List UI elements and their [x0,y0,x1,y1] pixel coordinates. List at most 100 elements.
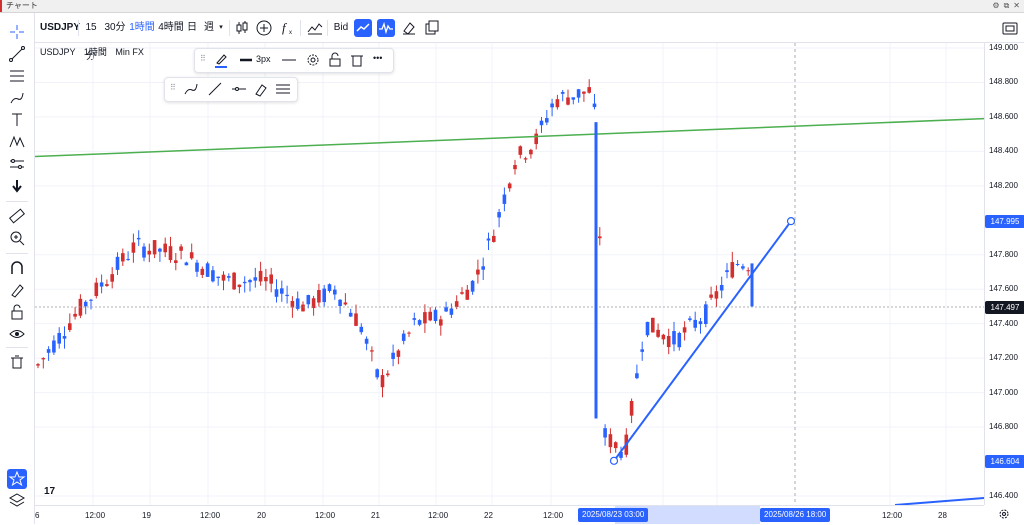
candle-body [163,243,167,253]
candle-body [407,332,411,334]
candle-body [428,311,432,321]
candle-body [730,262,735,278]
chart-grid [35,43,984,505]
trendline-icon[interactable] [207,81,223,97]
pitchfork-icon[interactable] [275,81,291,97]
candle-body [36,364,40,366]
favorites-star-icon[interactable] [7,469,27,489]
time-axis-label: 12:00 [882,511,903,520]
symbol-selector[interactable]: USDJPY [40,22,81,33]
stay-in-drawing-icon[interactable] [8,281,26,299]
candle-body [709,294,713,298]
text-icon[interactable] [8,111,26,129]
candle-body [666,335,671,348]
green-trendline [35,117,984,158]
candle-body [115,256,120,270]
settings-icon[interactable]: ⚙ [992,1,1000,10]
zoom-in-icon[interactable] [8,229,26,247]
more-options-icon[interactable]: ••• [373,53,383,63]
line-width-icon[interactable] [239,52,253,68]
candle-body [142,246,146,258]
interval-30m[interactable]: 30分 [104,22,126,33]
trendline-handle-start [609,456,619,465]
blue-trendline [613,220,792,462]
price-axis[interactable]: 149.000 148.800 148.600 148.400 148.200 147.8… [984,43,1024,505]
price-type-selector[interactable]: Bid [333,22,349,33]
time-axis-tag: 2025/08/26 18:00 [760,508,831,522]
drag-handle-icon[interactable]: ⠿ [170,83,176,92]
price-axis-tag: 147.497 [985,300,1024,314]
candle-body [99,282,104,287]
candle-body [152,240,157,255]
object-tree-icon[interactable] [8,491,26,509]
interval-day[interactable]: 日 [187,22,197,33]
price-chart[interactable] [35,43,984,505]
chart-drawings [35,43,984,505]
prediction-icon[interactable] [8,155,26,173]
highlighter-icon[interactable] [253,81,269,97]
unlock-icon[interactable] [327,52,343,68]
sidebar-divider [6,347,28,348]
candle-body [348,312,353,317]
interval-15m[interactable]: 15分 [85,22,97,62]
svg-text:x: x [289,30,292,36]
candle-body [158,248,162,252]
fib-retracement-icon[interactable] [8,67,26,85]
magnet-icon[interactable] [8,259,26,277]
candle-body [311,298,316,309]
trendline-icon[interactable] [8,45,26,63]
candle-body [492,235,496,242]
candle-body [94,282,99,297]
candles-icon[interactable] [233,19,251,37]
candle-body [216,276,220,278]
lock-icon[interactable] [8,303,26,321]
line-chart-icon[interactable] [354,19,372,37]
price-axis-label: 147.400 [989,318,1018,328]
close-icon[interactable]: ✕ [1013,1,1020,10]
eye-icon[interactable] [8,325,26,343]
screenshot-icon[interactable] [1001,19,1019,37]
pulse-chart-icon[interactable] [377,19,395,37]
ruler-icon[interactable] [8,207,26,225]
candle-body [301,304,305,312]
time-axis-label: 12:00 [315,511,336,520]
candle-body [306,295,311,305]
arrow-down-icon[interactable] [8,177,26,195]
interval-1h[interactable]: 1時間 [129,22,155,33]
candle-body [444,307,448,312]
line-style-icon[interactable] [281,52,297,68]
brush-icon[interactable] [183,81,199,97]
interval-dropdown-icon[interactable]: ▾ [219,24,223,31]
add-compare-icon[interactable] [255,19,273,37]
layouts-icon[interactable] [423,19,441,37]
candle-body [242,281,247,284]
interval-4h[interactable]: 4時間 [158,22,184,33]
popout-icon[interactable]: ⧉ [1003,1,1010,10]
trash-icon[interactable] [8,353,26,371]
time-axis[interactable]: 6 12:00 19 12:00 20 12:00 21 12:00 22 12:00 12:00 2… [35,505,984,525]
candle-body [704,304,708,324]
delete-icon[interactable] [349,52,365,68]
settings-gear-icon[interactable] [305,52,321,68]
templates-icon[interactable] [306,19,324,37]
line-width-label[interactable]: 3px [256,54,271,64]
candle-body [613,442,618,449]
chart-settings-icon[interactable] [997,507,1011,521]
candle-body [735,264,740,266]
horizontal-ray-icon[interactable] [231,81,247,97]
price-axis-label: 147.800 [989,249,1018,259]
candle-body [465,289,470,300]
drag-handle-icon[interactable]: ⠿ [200,54,206,63]
eraser-icon[interactable] [400,19,418,37]
candle-body [68,323,72,330]
crosshair-icon[interactable] [8,23,26,41]
line-color-icon[interactable] [213,52,229,68]
favorite-drawings-toolbar: ⠿ [164,77,298,102]
candle-body [582,91,586,94]
candle-body [391,352,395,359]
pattern-icon[interactable] [8,133,26,151]
brush-icon[interactable] [8,89,26,107]
candle-body [237,284,242,288]
interval-week[interactable]: 週 [204,22,214,33]
